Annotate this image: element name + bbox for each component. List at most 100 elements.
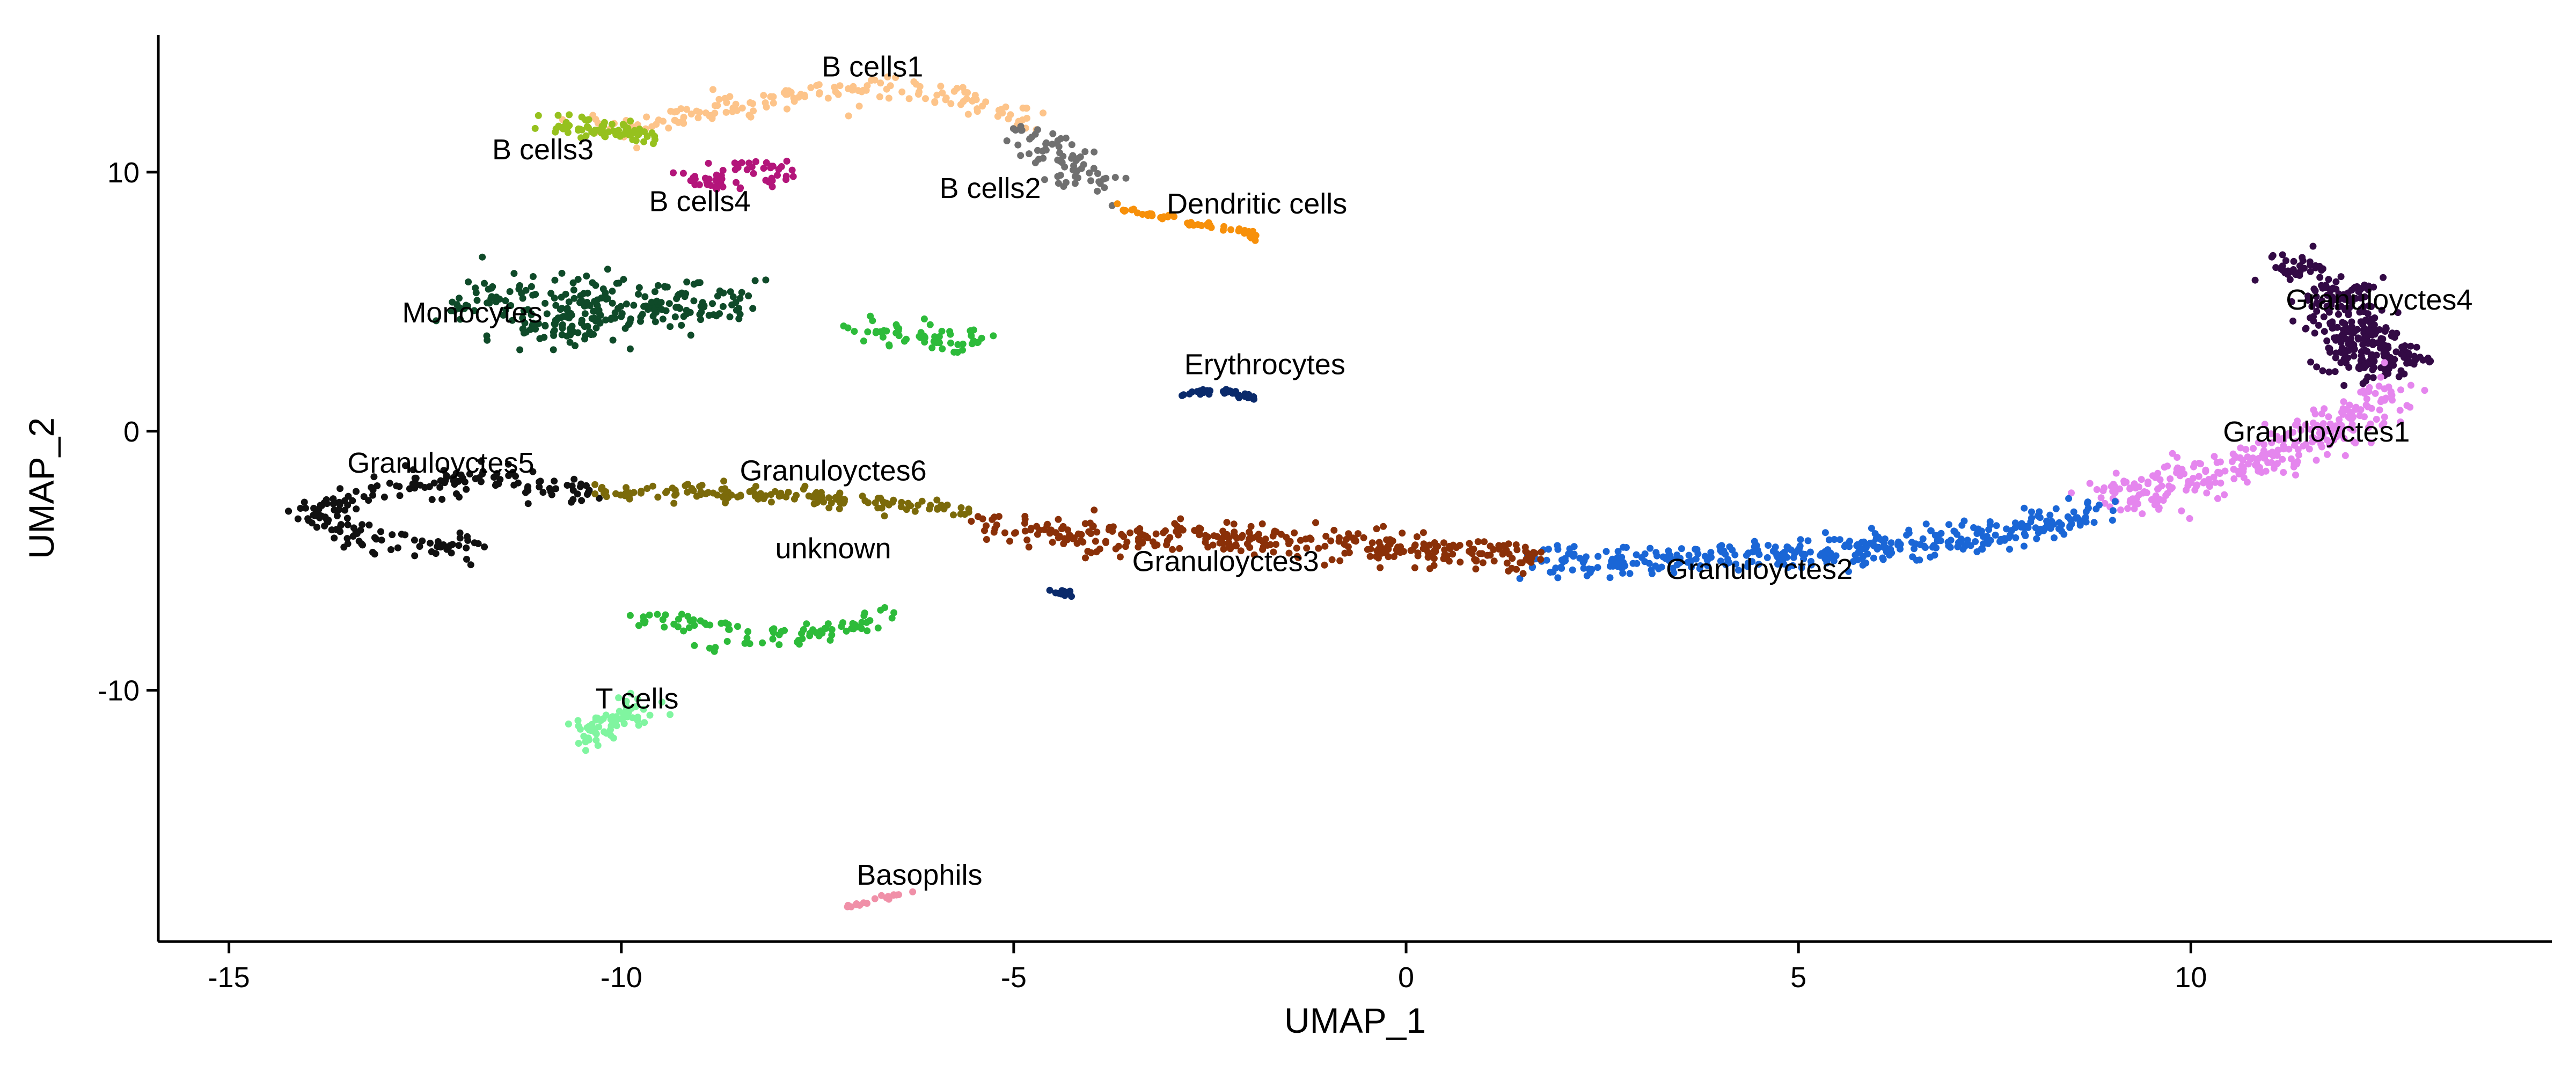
data-point xyxy=(1513,546,1521,554)
data-point xyxy=(1135,535,1142,542)
data-point xyxy=(1958,535,1965,543)
data-point xyxy=(979,102,986,110)
data-point xyxy=(1057,589,1064,597)
data-point xyxy=(1367,545,1374,553)
data-point xyxy=(872,499,879,506)
data-point xyxy=(632,137,640,144)
data-point xyxy=(2361,333,2368,341)
data-point xyxy=(2024,524,2032,531)
data-point xyxy=(885,341,893,349)
data-point xyxy=(2359,355,2366,363)
data-point xyxy=(294,515,302,523)
data-point xyxy=(1677,558,1684,566)
data-point xyxy=(1294,553,1301,560)
data-point xyxy=(1945,521,1952,528)
data-point xyxy=(1426,541,1433,549)
data-point xyxy=(380,494,388,501)
data-point xyxy=(2237,444,2244,452)
data-point xyxy=(558,314,565,321)
data-point xyxy=(1152,530,1160,538)
data-point xyxy=(2200,478,2208,486)
data-point xyxy=(905,95,913,102)
data-point xyxy=(950,511,957,519)
data-point xyxy=(641,293,649,300)
data-point xyxy=(963,95,970,102)
data-point xyxy=(1128,206,1136,214)
data-point xyxy=(427,539,434,547)
data-point xyxy=(1883,548,1890,556)
data-point xyxy=(711,109,719,117)
data-point xyxy=(1621,562,1629,570)
data-point xyxy=(1096,180,1104,187)
data-point xyxy=(640,613,647,621)
data-point xyxy=(2258,469,2265,476)
data-point xyxy=(2312,293,2320,300)
data-point xyxy=(722,108,730,116)
data-point xyxy=(813,499,821,506)
data-point xyxy=(365,521,373,529)
data-point xyxy=(623,300,630,308)
data-point xyxy=(885,94,892,102)
data-point xyxy=(746,640,753,648)
data-point xyxy=(871,895,879,902)
data-point xyxy=(531,124,539,132)
data-point xyxy=(1735,567,1742,574)
data-point xyxy=(449,298,456,306)
data-point xyxy=(1880,539,1888,547)
data-point xyxy=(709,300,716,307)
data-point xyxy=(1258,520,1266,527)
data-point xyxy=(550,346,557,354)
data-point xyxy=(659,616,667,623)
data-point xyxy=(1554,574,1562,582)
data-point xyxy=(769,635,777,643)
data-point xyxy=(1745,549,1752,557)
data-point xyxy=(1246,233,1254,240)
data-point xyxy=(2214,468,2222,476)
data-point xyxy=(2364,310,2372,318)
data-point xyxy=(983,522,990,530)
x-tick-label: 10 xyxy=(2175,961,2207,994)
data-point xyxy=(1071,180,1079,187)
data-point xyxy=(1069,535,1077,542)
data-point xyxy=(957,101,964,108)
data-point xyxy=(2021,542,2028,550)
data-point xyxy=(2174,454,2181,461)
data-point xyxy=(2221,491,2228,498)
data-point xyxy=(860,337,867,345)
data-point xyxy=(934,505,941,513)
data-point xyxy=(333,512,341,519)
data-point xyxy=(767,498,775,506)
data-point xyxy=(2111,483,2119,490)
data-point xyxy=(726,626,733,633)
data-point xyxy=(813,629,820,636)
data-point xyxy=(1014,141,1022,149)
data-point xyxy=(788,166,796,174)
data-point xyxy=(974,513,982,520)
data-point xyxy=(1831,536,1838,543)
data-point xyxy=(2337,339,2345,346)
data-point xyxy=(524,500,532,508)
data-point xyxy=(2211,453,2218,460)
cluster-dendritic-cells xyxy=(1114,200,1260,244)
data-point xyxy=(1836,536,1843,543)
data-point xyxy=(2407,381,2414,389)
data-point xyxy=(800,626,807,633)
data-point xyxy=(2368,405,2375,412)
data-point xyxy=(653,121,660,128)
data-point xyxy=(1919,535,1927,542)
data-point xyxy=(990,332,997,340)
data-point xyxy=(1021,527,1029,535)
data-point xyxy=(1685,552,1693,559)
data-point xyxy=(1006,538,1013,545)
data-point xyxy=(2187,479,2195,487)
data-point xyxy=(709,86,716,93)
data-point xyxy=(2292,271,2300,278)
data-point xyxy=(683,278,691,286)
data-point xyxy=(1102,538,1109,545)
data-point xyxy=(884,73,891,80)
data-point xyxy=(2012,523,2020,530)
data-point xyxy=(1927,527,1935,534)
data-point xyxy=(898,88,906,95)
data-point xyxy=(1474,538,1482,546)
data-point xyxy=(2348,286,2355,294)
